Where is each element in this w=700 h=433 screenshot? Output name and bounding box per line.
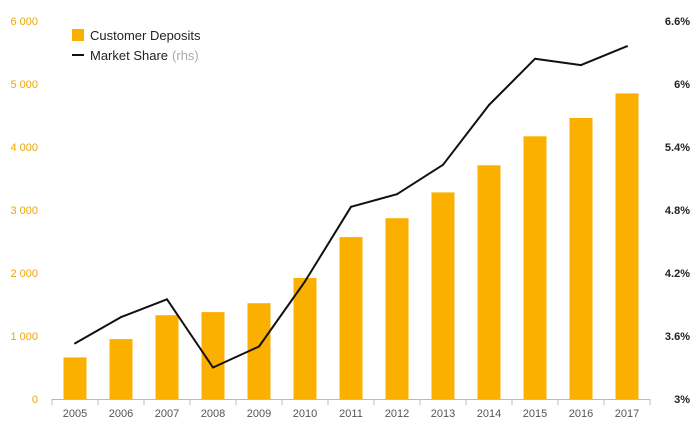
right-tick-label: 4.2% [665,268,690,280]
x-tick-label: 2012 [385,408,409,420]
market-share-point-2014 [488,104,490,106]
left-tick-label: 4 000 [10,142,38,154]
x-tick-label: 2017 [615,408,639,420]
x-tick-label: 2011 [339,408,363,420]
right-tick-label: 4.8% [665,205,690,217]
x-tick-label: 2009 [247,408,271,420]
right-tick-label: 6% [674,79,690,91]
bar-2007 [155,315,179,399]
left-tick-label: 2 000 [10,268,38,280]
x-tick-label: 2005 [63,408,87,420]
x-tick-label: 2007 [155,408,179,420]
legend-label-market-share: Market Share (rhs) [90,48,199,63]
bar-2015 [523,136,547,400]
bar-2014 [477,165,501,399]
right-axis: 3% 3.6% 4.2% 4.8% 5.4% 6% 6.6% [665,16,690,406]
right-tick-label: 3% [674,394,690,406]
legend-market-share-suffix: (rhs) [172,48,199,63]
market-share-point-2016 [580,64,582,67]
legend-label-deposits: Customer Deposits [90,28,201,43]
market-share-line-group [74,45,628,369]
left-tick-label: 3 000 [10,205,38,217]
x-axis: 2005 2006 2007 2008 2009 2010 2011 2012 2013 2014… [51,399,651,420]
left-tick-label: 5 000 [10,79,38,91]
x-tick-label: 2008 [201,408,225,420]
bar-2016 [569,118,593,399]
market-share-point-2009 [258,345,260,348]
bar-2005 [63,357,87,399]
bar-2008 [201,312,225,399]
market-share-point-2017 [626,45,628,48]
x-tick-label: 2010 [293,408,317,420]
market-share-point-2011 [350,205,352,208]
market-share-point-2015 [534,57,536,60]
right-tick-label: 6.6% [665,16,690,28]
bar-2010 [293,278,317,399]
x-tick-label: 2016 [569,408,593,420]
market-share-point-2013 [442,163,444,166]
bar-2013 [431,192,455,399]
left-axis: 0 1 000 2 000 3 000 4 000 5 000 6 000 [10,16,38,406]
x-tick-label: 2014 [477,408,501,420]
market-share-point-2010 [304,280,306,283]
bar-2009 [247,303,271,399]
bar-2011 [339,237,363,399]
market-share-point-2008 [212,366,214,369]
right-tick-label: 3.6% [665,331,690,343]
x-tick-label: 2015 [523,408,547,420]
market-share-point-2007 [166,298,168,301]
left-tick-label: 6 000 [10,16,38,28]
bars-group [63,93,639,400]
right-tick-label: 5.4% [665,142,690,154]
bar-2006 [109,339,133,399]
bar-2012 [385,218,409,399]
bar-2017 [615,93,639,400]
left-tick-label: 0 [32,394,38,406]
legend-swatch-deposits [72,29,84,41]
legend-market-share-name: Market Share [90,48,168,63]
legend: Customer Deposits Market Share (rhs) [72,28,201,63]
market-share-point-2005 [74,342,76,345]
market-share-point-2006 [120,316,122,319]
x-tick-label: 2013 [431,408,455,420]
left-tick-label: 1 000 [10,331,38,343]
x-tick-label: 2006 [109,408,133,420]
market-share-point-2012 [396,193,398,196]
